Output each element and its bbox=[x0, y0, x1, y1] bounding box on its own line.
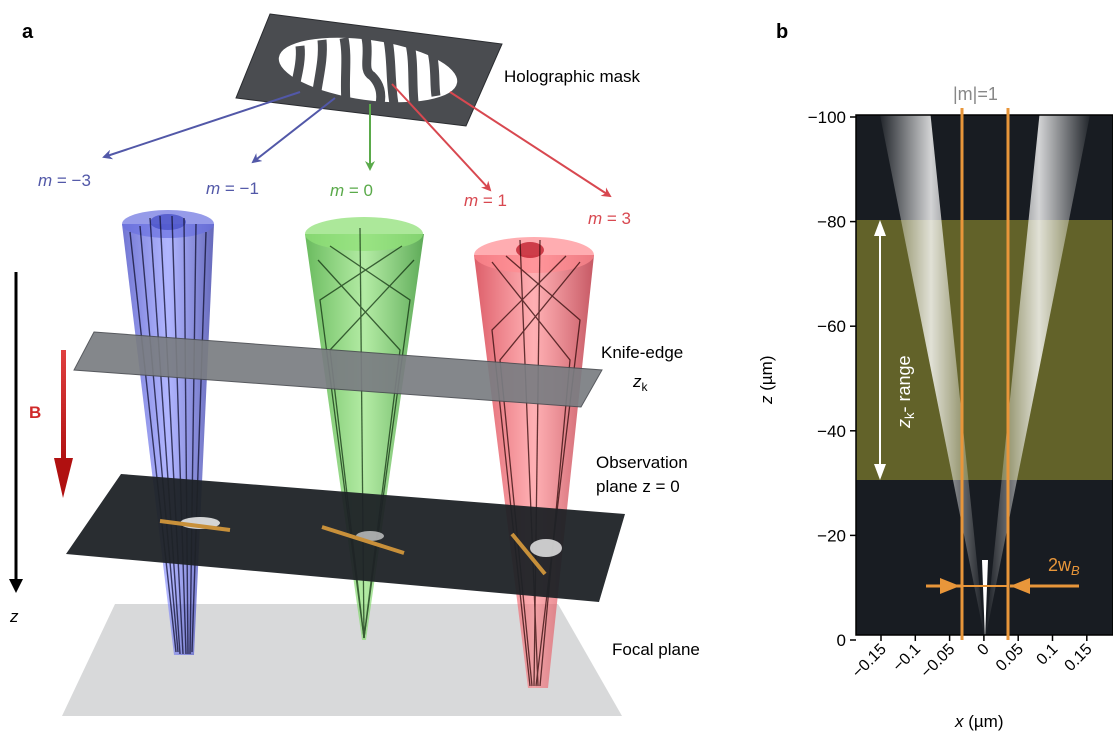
y-tick-label: −20 bbox=[817, 526, 846, 545]
lobe-left bbox=[880, 115, 985, 635]
x-tick-label: 0.1 bbox=[1034, 641, 1062, 669]
focal-plane-label: Focal plane bbox=[612, 640, 700, 659]
holographic-mask: Holographic mask bbox=[235, 13, 641, 127]
order-label-m-1: m = −1 bbox=[206, 179, 259, 198]
arrow-m1 bbox=[391, 83, 492, 192]
y-axis: −100 −80 −60 −40 −20 0 bbox=[808, 108, 856, 650]
observation-plane bbox=[66, 474, 625, 602]
knife-edge-mark-red bbox=[510, 532, 547, 576]
panel-a: a Focal plane Holographic mask bbox=[9, 13, 700, 716]
y-tick-label: −80 bbox=[817, 213, 846, 232]
y-tick-label: −100 bbox=[808, 108, 846, 127]
x-tick-label: 0.15 bbox=[1062, 641, 1096, 675]
order-label-m-3: m = −3 bbox=[38, 171, 91, 190]
order-label-m1: m = 1 bbox=[464, 191, 507, 210]
panel-a-label: a bbox=[22, 21, 34, 43]
x-tick-label: 0 bbox=[974, 641, 992, 659]
order-arrows bbox=[102, 83, 612, 198]
knife-edge-mark-green bbox=[321, 525, 405, 555]
panel-b: b |m|=1 2wB zk- range −100−80−60−40−200 … bbox=[757, 21, 1113, 731]
order-label-m0: m = 0 bbox=[330, 181, 373, 200]
knife-edge-label: Knife-edge bbox=[601, 343, 683, 362]
focal-plane bbox=[62, 604, 622, 716]
focal-core bbox=[982, 560, 988, 635]
y-axis-label: z (µm) bbox=[757, 355, 776, 405]
knife-edge-mark-blue bbox=[159, 519, 231, 532]
y-tick-label: −40 bbox=[817, 422, 846, 441]
x-tick-label: −0.15 bbox=[849, 641, 890, 682]
arrow-m3 bbox=[449, 91, 612, 198]
beam-lobes bbox=[880, 115, 1090, 635]
arrow-m-3 bbox=[102, 91, 301, 160]
x-axis-label: x (µm) bbox=[954, 712, 1004, 731]
zk-range-band bbox=[856, 220, 1113, 480]
intensity-image bbox=[856, 115, 1113, 635]
y-tick-label: 0 bbox=[837, 631, 846, 650]
arrow-m-1 bbox=[251, 97, 336, 164]
y-tick-label: −60 bbox=[817, 317, 846, 336]
knife-edge-plane bbox=[73, 331, 603, 408]
m-label: |m|=1 bbox=[953, 84, 998, 104]
field-label: B bbox=[29, 403, 41, 422]
order-labels: m = −3 m = −1 m = 0 m = 1 m = 3 bbox=[38, 171, 631, 228]
x-tick-label: 0.05 bbox=[993, 641, 1027, 675]
beam-m-minus-3 bbox=[122, 210, 214, 655]
knife-edge-z: zk bbox=[632, 372, 649, 394]
order-label-m3: m = 3 bbox=[588, 209, 631, 228]
x-tick-label: −0.05 bbox=[918, 641, 959, 682]
field-arrow-b: B bbox=[29, 350, 73, 498]
observation-label-1: Observation bbox=[596, 453, 688, 472]
observation-label-2: plane z = 0 bbox=[596, 477, 680, 496]
z-axis-label: z bbox=[9, 607, 19, 626]
mask-label: Holographic mask bbox=[504, 67, 641, 86]
lobe-right bbox=[985, 115, 1090, 635]
zk-range-label: zk- range bbox=[894, 355, 917, 429]
x-axis: −0.15 −0.1−0.05 0 0.05 0.1 0.15 bbox=[849, 635, 1096, 681]
panel-b-label: b bbox=[776, 21, 788, 43]
beam-width-label: 2wB bbox=[1048, 555, 1080, 578]
